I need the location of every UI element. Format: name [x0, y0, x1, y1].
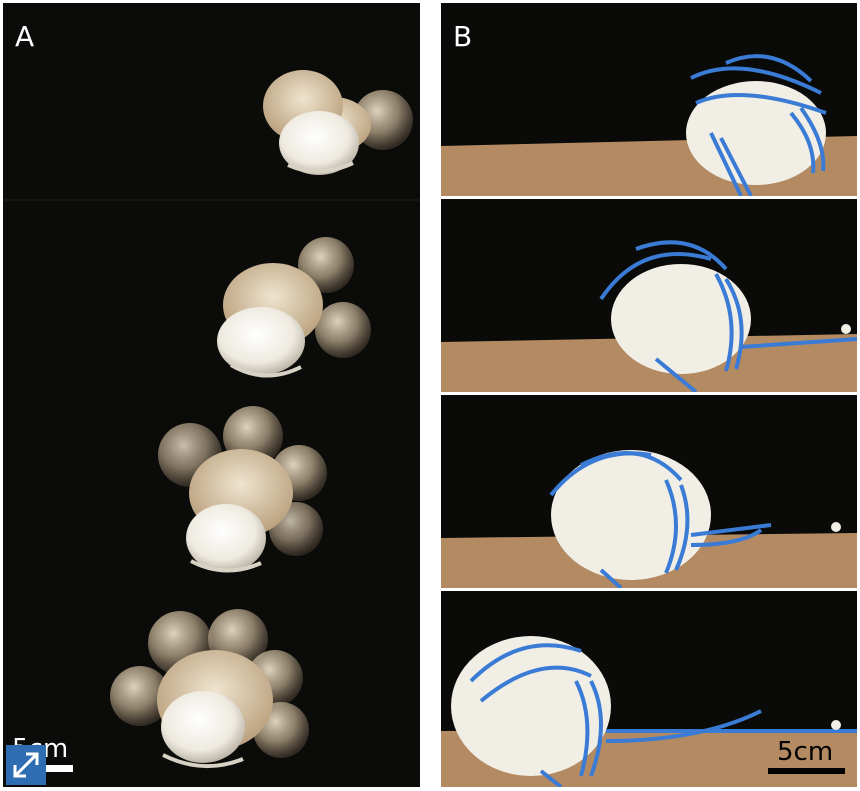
scale-bar-b	[768, 768, 845, 774]
panel-b-label: B	[453, 20, 473, 53]
robot-frame-1	[263, 70, 413, 175]
photo-frame-2	[441, 199, 857, 392]
robot-frame-3	[158, 406, 327, 573]
expand-arrows-icon	[13, 752, 39, 778]
photo-frame-3	[441, 395, 857, 588]
panel-b: B 5cm	[441, 3, 857, 787]
scale-bar-a	[46, 765, 73, 772]
photo-frame-1	[441, 3, 857, 196]
robot-frame-4	[110, 609, 309, 769]
photo-frame-4	[441, 591, 857, 787]
robot-frame-2	[217, 237, 371, 378]
expand-button[interactable]	[6, 745, 46, 785]
panel-a-photo	[3, 3, 420, 787]
panel-a-label: A	[15, 20, 35, 53]
panel-a: A 5cm	[3, 3, 420, 787]
scale-bar-b-label: 5cm	[777, 737, 834, 767]
